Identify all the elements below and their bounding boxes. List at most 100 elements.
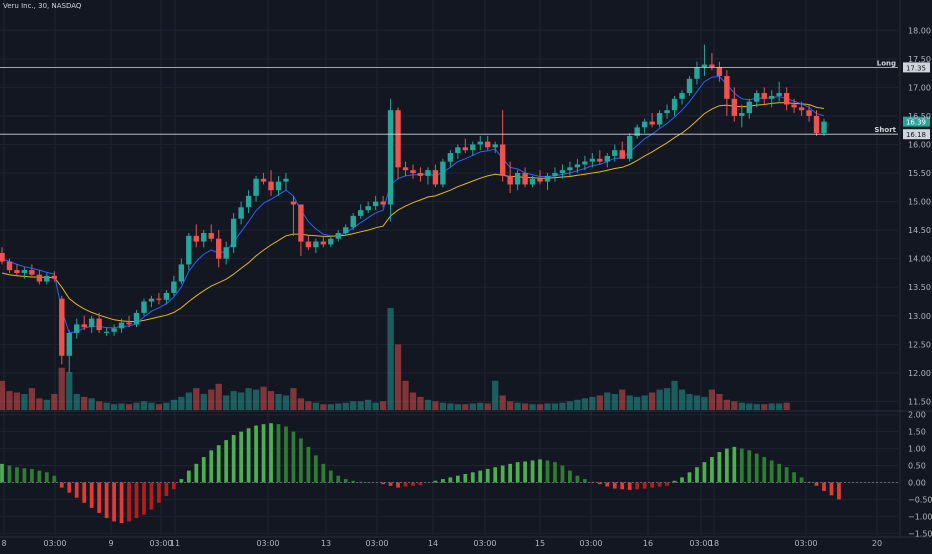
- candle-body: [776, 93, 782, 96]
- volume-bar: [88, 398, 95, 410]
- volume-bar: [245, 388, 252, 410]
- candle-body: [343, 227, 349, 233]
- volume-bar: [28, 388, 36, 410]
- price-tick-label: 18.00: [908, 26, 931, 35]
- candle-body: [806, 110, 812, 116]
- time-tick-label: 03:00: [579, 539, 602, 548]
- price-tick-label: 13.00: [908, 312, 931, 321]
- volume-bar: [193, 388, 200, 410]
- volume-bar: [357, 401, 364, 410]
- volume-bar: [387, 308, 394, 410]
- volume-bar: [155, 404, 163, 410]
- candle-body: [230, 218, 237, 248]
- volume-bar: [43, 399, 50, 410]
- level-price-box: [903, 129, 930, 140]
- candle-body: [604, 155, 610, 162]
- volume-bar: [312, 402, 319, 410]
- candle-body: [769, 95, 775, 99]
- osc-tick-label: −1.00: [908, 512, 932, 521]
- volume-bar: [656, 389, 663, 410]
- candle-body: [223, 247, 229, 259]
- volume-bar: [230, 391, 237, 410]
- candle-body: [208, 232, 214, 239]
- volume-bar: [634, 396, 641, 410]
- candlesticks: [0, 44, 827, 373]
- candle-body: [358, 210, 364, 216]
- time-tick-label: 18: [709, 539, 719, 548]
- candle-body: [559, 170, 566, 174]
- volume-bar: [581, 398, 589, 410]
- volume-bar: [140, 401, 148, 410]
- osc-tick-label: 1.00: [908, 445, 926, 454]
- candle-body: [679, 93, 685, 99]
- candle-body: [313, 241, 319, 248]
- volume-bar: [723, 399, 730, 410]
- candle-body: [724, 75, 730, 99]
- volume-bar: [731, 401, 738, 410]
- volume-bar: [768, 403, 775, 410]
- volume-bar: [6, 391, 13, 410]
- volume-bar: [641, 395, 648, 410]
- volume-bar: [454, 404, 461, 410]
- candle-body: [813, 115, 820, 134]
- candle-body: [96, 318, 102, 331]
- volume-bar: [118, 403, 125, 410]
- volume-bar: [604, 392, 611, 410]
- candle-body: [544, 175, 551, 182]
- candle-body: [36, 274, 43, 282]
- volume-bar: [0, 380, 6, 410]
- candle-body: [754, 93, 760, 102]
- volume-bar: [559, 402, 566, 410]
- volume-bar: [163, 402, 170, 410]
- candle-body: [716, 67, 723, 76]
- candle-body: [671, 98, 678, 111]
- osc-tick-label: −1.50: [908, 529, 932, 538]
- level-price-label: 17.35: [906, 64, 926, 72]
- candle-body: [305, 241, 312, 248]
- volume-bar: [267, 391, 275, 410]
- grid-lines: [0, 0, 898, 535]
- volume-bar: [350, 401, 357, 410]
- volume-bar: [439, 402, 447, 410]
- time-tick-label: 14: [428, 539, 438, 548]
- volume-bar: [589, 396, 596, 410]
- last-price-box: [903, 116, 930, 127]
- price-levels: Long 17.35 Short 16.18 16.39: [0, 59, 930, 140]
- volume-bar: [305, 401, 312, 410]
- volume-bar: [297, 398, 305, 410]
- volume-bar: [499, 395, 506, 410]
- volume-bar: [663, 388, 671, 410]
- candle-body: [44, 275, 50, 282]
- candle-body: [156, 298, 162, 300]
- candle-body: [417, 173, 424, 176]
- symbol-title: Veru Inc., 30, NASDAQ: [3, 2, 82, 10]
- candle-body: [656, 113, 663, 125]
- volume-bar: [484, 403, 491, 410]
- price-tick-label: 17.50: [908, 55, 931, 64]
- volume-bar: [551, 403, 559, 410]
- volume-bar: [335, 403, 342, 410]
- candle-body: [739, 113, 745, 116]
- candle-body: [201, 232, 207, 242]
- volume-bar: [678, 389, 686, 410]
- candle-body: [387, 110, 394, 205]
- candle-body: [74, 324, 80, 333]
- candle-body: [268, 181, 274, 191]
- candle-body: [798, 107, 805, 111]
- price-tick-label: 14.00: [908, 255, 931, 264]
- candle-body: [380, 201, 386, 205]
- candle-body: [141, 301, 147, 313]
- time-tick-label: 13: [321, 539, 331, 548]
- candle-body: [372, 201, 379, 207]
- volume-bar: [275, 393, 282, 410]
- volume-bar: [200, 393, 207, 410]
- volume-bar: [477, 402, 484, 410]
- volume-bar: [36, 398, 43, 410]
- volume-bar: [402, 380, 409, 410]
- candle-body: [455, 147, 461, 154]
- candle-body: [103, 331, 110, 333]
- candle-body: [686, 78, 693, 94]
- volume-bar: [596, 395, 603, 410]
